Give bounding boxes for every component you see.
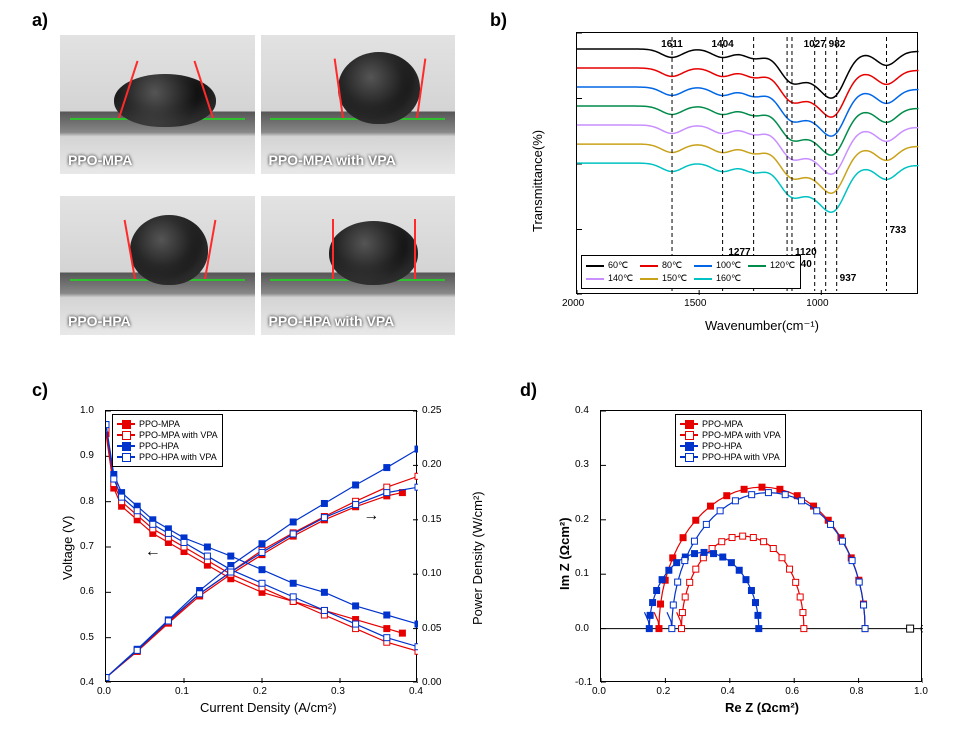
svg-text:→: → — [363, 507, 379, 524]
contact-angle-photo-tr: PPO-MPA with VPA — [261, 35, 456, 174]
photo-label: PPO-MPA — [68, 152, 132, 168]
legend-item: 150℃ — [640, 273, 688, 284]
y-tick-label: 0.2 — [575, 514, 589, 525]
panel-d-xlabel: Re Z (Ωcm²) — [725, 700, 799, 715]
y-tick-label: -0.1 — [575, 677, 592, 688]
legend-item: 100℃ — [694, 260, 742, 271]
yr-tick-label: 0.20 — [422, 459, 441, 470]
figure-root: a) b) c) d) PPO-MPAPPO-MPA with VPAPPO-H… — [0, 0, 957, 735]
legend-item: PPO-MPA with VPA — [680, 430, 781, 440]
legend-item: PPO-HPA — [117, 441, 218, 451]
legend-item: 160℃ — [694, 273, 742, 284]
svg-text:733: 733 — [890, 225, 907, 236]
panel-b-chart: 2000150010001611140412771140112010279829… — [530, 22, 930, 342]
legend-item: 140℃ — [586, 273, 634, 284]
y-tick-label: 0.3 — [575, 459, 589, 470]
panel-label-c: c) — [32, 380, 48, 401]
photo-label: PPO-MPA with VPA — [269, 152, 396, 168]
x-tick-label: 0.0 — [592, 686, 606, 697]
panel-b-legend: 60℃ 80℃ 100℃ 120℃ 140℃ 150℃ 160℃ — [581, 255, 801, 289]
panel-c-ylabel-left: Voltage (V) — [60, 516, 75, 580]
x-tick-label: 0.4 — [721, 686, 735, 697]
panel-a-photos: PPO-MPA PPO-MPA with VPA PPO-HPA PPO-HPA wi… — [60, 35, 455, 335]
yr-tick-label: 0.15 — [422, 514, 441, 525]
y-tick-label: 0.1 — [575, 568, 589, 579]
yr-tick-label: 0.10 — [422, 568, 441, 579]
yr-tick-label: 0.05 — [422, 623, 441, 634]
yl-tick-label: 0.4 — [80, 677, 94, 688]
x-tick-label: 0.0 — [97, 686, 111, 697]
y-tick-label: 0.4 — [575, 405, 589, 416]
yr-tick-label: 0.25 — [422, 405, 441, 416]
x-tick-label: 0.4 — [409, 686, 423, 697]
panel-c-ylabel-right: Power Density (W/cm²) — [470, 491, 485, 625]
svg-text:1611: 1611 — [661, 39, 683, 50]
legend-item: PPO-MPA with VPA — [117, 430, 218, 440]
svg-text:0: 0 — [920, 624, 923, 636]
yl-tick-label: 0.9 — [80, 450, 94, 461]
panel-d-ylabel: Im Z (Ωcm²) — [557, 517, 572, 590]
contact-angle-photo-bl: PPO-HPA — [60, 196, 255, 335]
x-tick-label: 2000 — [562, 298, 584, 309]
contact-angle-photo-br: PPO-HPA with VPA — [261, 196, 456, 335]
svg-text:1027: 1027 — [804, 39, 827, 50]
panel-label-a: a) — [32, 10, 48, 31]
legend-item: PPO-MPA — [680, 419, 781, 429]
y-tick-label: 0.0 — [575, 623, 589, 634]
x-tick-label: 0.8 — [850, 686, 864, 697]
x-tick-label: 0.2 — [253, 686, 267, 697]
yl-tick-label: 0.8 — [80, 496, 94, 507]
legend-item: PPO-HPA with VPA — [117, 452, 218, 462]
x-tick-label: 0.3 — [331, 686, 345, 697]
yl-tick-label: 0.7 — [80, 541, 94, 552]
x-tick-label: 1.0 — [914, 686, 928, 697]
legend-item: PPO-HPA with VPA — [680, 452, 781, 462]
yl-tick-label: 0.5 — [80, 632, 94, 643]
svg-text:←: ← — [145, 543, 161, 560]
panel-d-chart: 0 Re Z (Ωcm²) Im Z (Ωcm²) 0.0 0.2 0.4 0.6 0.… — [545, 400, 945, 720]
yl-tick-label: 1.0 — [80, 405, 94, 416]
x-tick-label: 0.1 — [175, 686, 189, 697]
legend-item: PPO-MPA — [117, 419, 218, 429]
legend-item: 60℃ — [586, 260, 634, 271]
photo-label: PPO-HPA — [68, 313, 131, 329]
panel-c-xlabel: Current Density (A/cm²) — [200, 700, 337, 715]
panel-c-chart: ← → Current Density (A/cm²) Voltage (V) P… — [50, 400, 480, 720]
panel-c-legend: PPO-MPAPPO-MPA with VPAPPO-HPAPPO-HPA wi… — [112, 414, 223, 467]
panel-label-d: d) — [520, 380, 537, 401]
panel-b-xlabel: Wavenumber(cm⁻¹) — [705, 318, 819, 334]
x-tick-label: 1500 — [684, 298, 706, 309]
legend-item: 80℃ — [640, 260, 688, 271]
svg-text:982: 982 — [829, 39, 846, 50]
svg-text:937: 937 — [840, 273, 857, 284]
legend-item: 120℃ — [748, 260, 796, 271]
yr-tick-label: 0.00 — [422, 677, 441, 688]
panel-d-legend: PPO-MPAPPO-MPA with VPAPPO-HPAPPO-HPA wi… — [675, 414, 786, 467]
photo-label: PPO-HPA with VPA — [269, 313, 395, 329]
contact-angle-photo-tl: PPO-MPA — [60, 35, 255, 174]
x-tick-label: 0.2 — [656, 686, 670, 697]
x-tick-label: 0.6 — [785, 686, 799, 697]
svg-text:1404: 1404 — [711, 39, 734, 50]
panel-label-b: b) — [490, 10, 507, 31]
yl-tick-label: 0.6 — [80, 586, 94, 597]
legend-item: PPO-HPA — [680, 441, 781, 451]
x-tick-label: 1000 — [806, 298, 828, 309]
panel-b-ylabel: Transmittance(%) — [530, 130, 545, 232]
